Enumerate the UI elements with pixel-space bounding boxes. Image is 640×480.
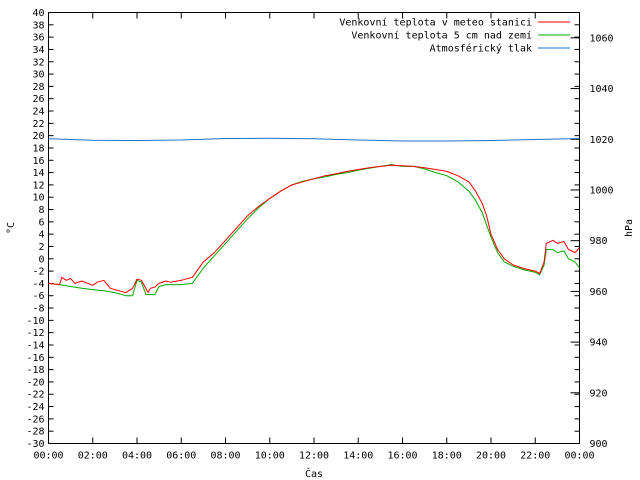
y-right-tick-label: 1000 [590, 185, 614, 196]
series-line-2 [48, 164, 580, 297]
y-left-tick-label: 2 [38, 242, 44, 253]
y-left-tick-label: -24 [26, 402, 44, 413]
y-left-tick-label: 10 [32, 193, 44, 204]
x-tick-label: 16:00 [387, 451, 417, 462]
y-right-tick-label: 920 [590, 388, 608, 399]
x-tick-label: 22:00 [520, 451, 550, 462]
x-tick-label: 08:00 [210, 451, 240, 462]
y-left-tick-label: 12 [32, 180, 44, 191]
y-left-tick-label: 28 [32, 82, 44, 93]
y-left-tick-label: -20 [26, 377, 44, 388]
x-tick-label: 10:00 [255, 451, 285, 462]
y-left-tick-label: 24 [32, 107, 44, 118]
y-left-tick-label: -10 [26, 316, 44, 327]
y-right-tick-label: 1020 [590, 135, 614, 146]
y-left-tick-label: 26 [32, 94, 44, 105]
y-left-tick-label: -18 [26, 365, 44, 376]
y-left-tick-label: 20 [32, 131, 44, 142]
x-axis: 00:00 02:00 04:00 06:00 08:00 10:00 12:00 14:00… [33, 12, 595, 462]
y-left-tick-label: 30 [32, 70, 44, 81]
y-left-tick-label: -2 [32, 267, 44, 278]
y-left-tick-label: 0 [38, 254, 44, 265]
y-right-tick-label: 1040 [590, 84, 614, 95]
y-left-tick-label: 4 [38, 230, 44, 241]
y-left-tick-label: 16 [32, 156, 44, 167]
y-right-tick-label: 900 [590, 439, 608, 450]
y-left-tick-label: 40 [32, 8, 44, 19]
legend-label: Atmosférický tlak [430, 43, 532, 55]
series-line-1 [48, 164, 580, 294]
series-line-3 [48, 137, 580, 142]
y-right-tick-label: 940 [590, 338, 608, 349]
y-left-tick-label: 18 [32, 143, 44, 154]
y-left-tick-label: 6 [38, 217, 44, 228]
x-tick-label: 00:00 [564, 451, 594, 462]
y-axis-left: -30-28-26-24-22-20-18-16-14-12-10-8-6-4-… [26, 8, 580, 450]
x-axis-label: Čas [305, 467, 323, 480]
x-tick-label: 06:00 [166, 451, 196, 462]
x-tick-label: 14:00 [343, 451, 373, 462]
x-tick-label: 20:00 [476, 451, 506, 462]
x-tick-label: 12:00 [299, 451, 329, 462]
y-left-tick-label: -16 [26, 353, 44, 364]
y-left-tick-label: 8 [38, 205, 44, 216]
x-tick-label: 02:00 [78, 451, 108, 462]
y-left-tick-label: -8 [32, 304, 44, 315]
y-axis-label-right: hPa [624, 219, 635, 237]
y-right-tick-label: 960 [590, 287, 608, 298]
plot-frame [48, 12, 580, 444]
legend-label: Venkovní teplota v meteo stanici [339, 17, 532, 29]
y-right-tick-label: 980 [590, 236, 608, 247]
series-group [48, 137, 580, 297]
y-right-tick-label: 1060 [590, 33, 614, 44]
y-left-tick-label: -4 [32, 279, 44, 290]
y-left-tick-label: -14 [26, 340, 44, 351]
y-axis-label-left: °C [6, 222, 17, 234]
legend-label: Venkovní teplota 5 cm nad zemí [351, 30, 532, 42]
x-tick-label: 04:00 [122, 451, 152, 462]
y-left-tick-label: -12 [26, 328, 44, 339]
x-tick-label: 00:00 [33, 451, 63, 462]
legend: Venkovní teplota v meteo staniciVenkovní… [339, 17, 570, 55]
x-tick-label: 18:00 [432, 451, 462, 462]
y-left-tick-label: 36 [32, 33, 44, 44]
y-left-tick-label: 32 [32, 57, 44, 68]
y-left-tick-label: -6 [32, 291, 44, 302]
y-left-tick-label: -30 [26, 439, 44, 450]
y-left-tick-label: -26 [26, 414, 44, 425]
y-left-tick-label: -28 [26, 427, 44, 438]
y-left-tick-label: 34 [32, 45, 44, 56]
y-left-tick-label: 38 [32, 20, 44, 31]
y-left-tick-label: 22 [32, 119, 44, 130]
y-axis-right: 900 920 940 960 980 1000 1020 1040 1060 [570, 33, 614, 450]
y-left-tick-label: 14 [32, 168, 44, 179]
y-left-tick-label: -22 [26, 390, 44, 401]
